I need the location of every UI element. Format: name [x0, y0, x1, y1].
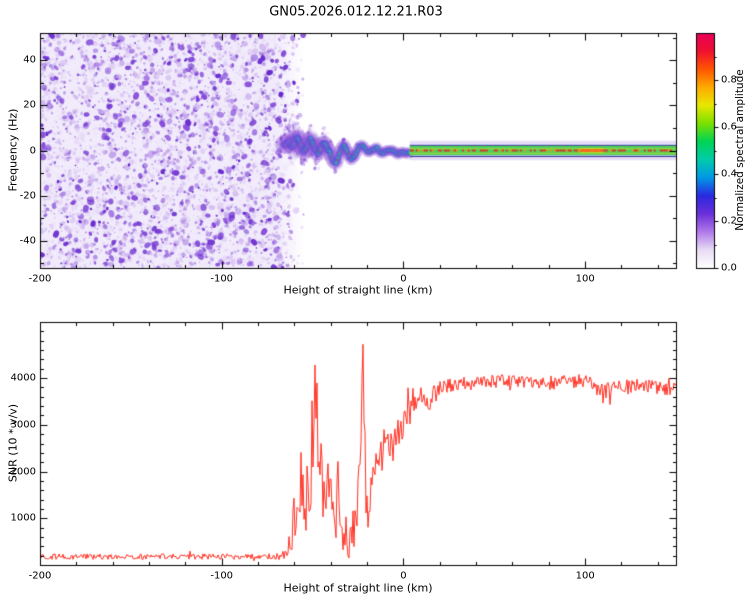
plot-title: GN05.2026.012.12.21.R03 [269, 4, 443, 20]
top-x-axis-label: Height of straight line (km) [283, 283, 433, 297]
bottom-x-axis-label: Height of straight line (km) [283, 581, 433, 595]
colorbar-label: Normalized spectral amplitude [734, 69, 746, 231]
top-y-axis-label: Frequency (Hz) [6, 108, 20, 192]
bottom-y-axis-label: SNR (10 * v/v) [6, 403, 20, 483]
